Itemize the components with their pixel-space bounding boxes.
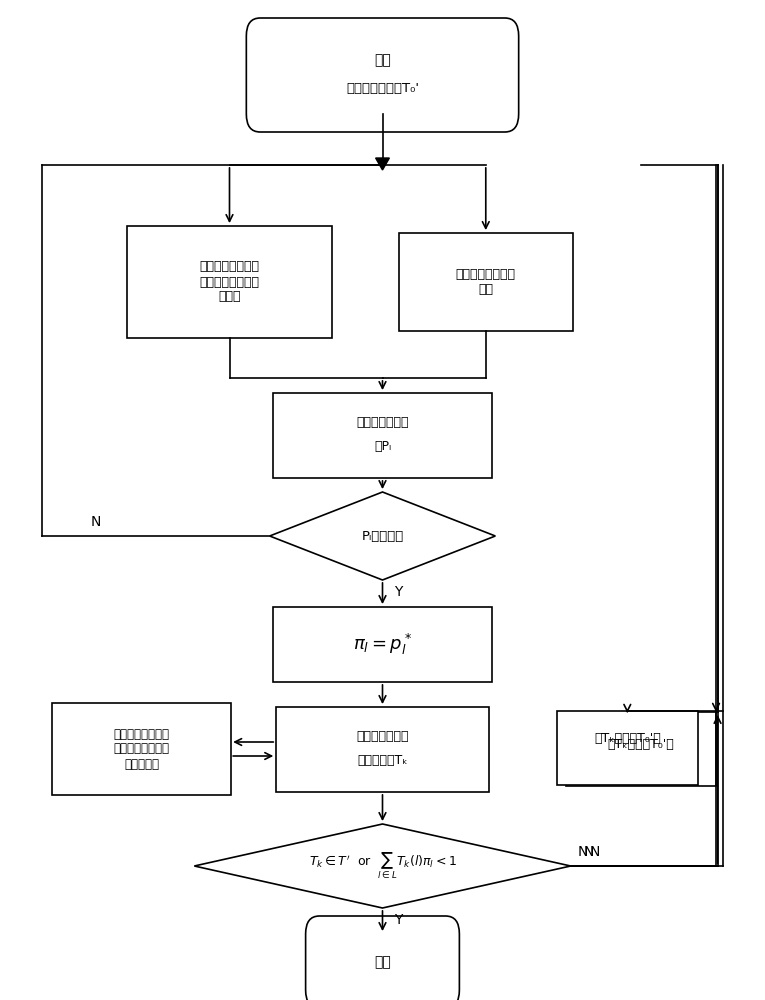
Bar (399, 233, 573, 331)
Bar (556, 711, 698, 785)
Text: N: N (90, 515, 101, 529)
Text: 将Tₖ添加到T₀'中: 将Tₖ添加到T₀'中 (607, 738, 675, 752)
Bar (276, 706, 489, 792)
Polygon shape (269, 492, 496, 580)
Bar (52, 703, 230, 795)
Text: N: N (584, 845, 594, 859)
Text: 拉格朗日乘子法求
解最优路径与数据
流分配: 拉格朗日乘子法求 解最优路径与数据 流分配 (200, 260, 259, 304)
Text: 子Pₗ: 子Pₗ (374, 440, 391, 454)
Text: 开始: 开始 (374, 53, 391, 67)
Text: 判断集合是否满足
二次冲突，并求解
最大传输集: 判断集合是否满足 二次冲突，并求解 最大传输集 (113, 728, 170, 770)
Text: $\pi_l = p_l^*$: $\pi_l = p_l^*$ (353, 631, 412, 657)
Text: 突的传输集Tₖ: 突的传输集Tₖ (357, 754, 408, 766)
Text: N: N (578, 845, 588, 859)
Text: 求解满足原生冲: 求解满足原生冲 (356, 730, 409, 742)
FancyBboxPatch shape (305, 916, 459, 1000)
Text: 更新链路惩罚因: 更新链路惩罚因 (356, 416, 409, 428)
Text: 初始化传输集为T₀': 初始化传输集为T₀' (346, 82, 419, 95)
Text: N: N (590, 845, 601, 859)
Text: 结束: 结束 (374, 955, 391, 969)
Text: 求解拉格朗日对偶
问题: 求解拉格朗日对偶 问题 (456, 268, 516, 296)
Bar (566, 712, 716, 786)
Text: 将Tₖ添加到T₀'中: 将Tₖ添加到T₀'中 (594, 732, 661, 744)
Bar (274, 606, 491, 682)
Text: Y: Y (394, 913, 402, 927)
Text: Pₗ是否收敛: Pₗ是否收敛 (361, 530, 404, 542)
FancyBboxPatch shape (246, 18, 519, 132)
Text: Y: Y (394, 585, 402, 599)
Text: $T_k\in T'$  or  $\sum_{l\in L}T_k(l)\pi_l<1$: $T_k\in T'$ or $\sum_{l\in L}T_k(l)\pi_l… (308, 851, 457, 881)
Bar (274, 392, 491, 478)
Polygon shape (194, 824, 571, 908)
Polygon shape (376, 158, 389, 170)
Bar (127, 226, 332, 338)
